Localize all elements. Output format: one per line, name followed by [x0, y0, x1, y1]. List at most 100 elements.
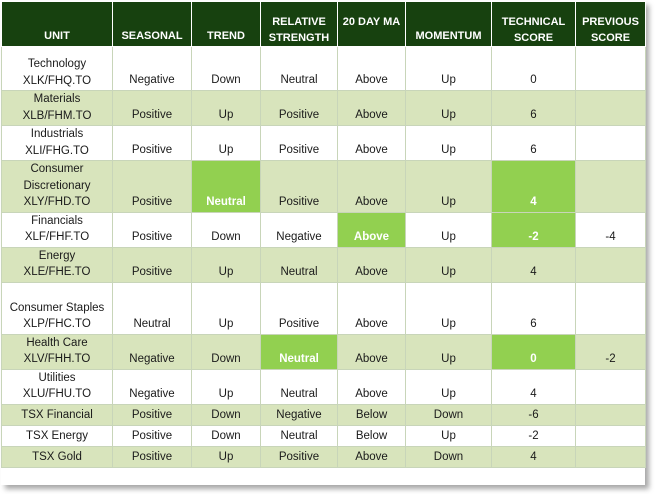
technical-score-cell: 6: [491, 125, 576, 161]
header-momentum: MOMENTUM: [405, 1, 492, 47]
table-row: Consumer Discretionary XLY/FHD.TO Positi…: [1, 160, 646, 213]
ma20-cell: Above: [337, 125, 406, 161]
relative-strength-cell: Positive: [260, 125, 338, 161]
trend-cell: Down: [191, 333, 261, 370]
technical-score-cell-highlighted: 0: [491, 333, 576, 370]
technical-score-cell-highlighted: -2: [491, 211, 576, 248]
table-row: Utilities XLU/FHU.TO Negative Up Neutral…: [1, 368, 646, 405]
unit-cell: Materials XLB/FHM.TO: [1, 90, 113, 126]
unit-ticker: XLU/FHU.TO: [22, 388, 92, 400]
seasonal-cell: Positive: [112, 211, 192, 248]
unit-name: Health Care: [26, 336, 88, 349]
unit-name: TSX Gold: [32, 451, 82, 463]
trend-cell: Up: [191, 445, 261, 468]
previous-score-cell: [575, 90, 646, 126]
relative-strength-cell: Positive: [260, 160, 338, 213]
ma20-cell: Above: [337, 90, 406, 126]
unit-cell: Consumer Staples XLP/FHC.TO: [1, 281, 113, 335]
technical-score-cell: 6: [491, 281, 576, 335]
unit-cell: TSX Gold: [1, 445, 113, 468]
ma20-cell: Above: [337, 368, 406, 405]
table-row: Financials XLF/FHF.TO Positive Down Nega…: [1, 211, 646, 248]
unit-ticker: XLY/FHD.TO: [23, 196, 91, 208]
ma20-cell: Above: [337, 445, 406, 468]
ma20-cell: Above: [337, 160, 406, 213]
relative-strength-cell: Negative: [260, 403, 338, 426]
previous-score-cell: [575, 445, 646, 468]
technical-score-cell: 4: [491, 246, 576, 283]
momentum-cell: Up: [405, 90, 492, 126]
technical-score-cell: 0: [491, 46, 576, 91]
momentum-cell: Down: [405, 403, 492, 426]
seasonal-cell: Negative: [112, 368, 192, 405]
unit-cell: Health Care XLV/FHH.TO: [1, 333, 113, 370]
trend-cell: Up: [191, 368, 261, 405]
technical-score-cell: 4: [491, 368, 576, 405]
momentum-cell: Up: [405, 46, 492, 91]
technical-score-cell: 6: [491, 90, 576, 126]
unit-ticker: XLP/FHC.TO: [23, 318, 91, 330]
table-row: Health Care XLV/FHH.TO Negative Down Neu…: [1, 333, 646, 370]
relative-strength-cell: Neutral: [260, 46, 338, 91]
seasonal-cell: Positive: [112, 246, 192, 283]
table-row: Energy XLE/FHE.TO Positive Up Neutral Ab…: [1, 246, 646, 283]
previous-score-cell: -2: [575, 333, 646, 370]
trend-cell: Down: [191, 424, 261, 447]
seasonal-cell: Positive: [112, 160, 192, 213]
header-20-day-ma: 20 DAY MA: [337, 1, 406, 47]
relative-strength-cell: Neutral: [260, 368, 338, 405]
unit-name: Utilities: [38, 371, 76, 384]
unit-cell: Consumer Discretionary XLY/FHD.TO: [1, 160, 113, 213]
ma20-cell: Below: [337, 424, 406, 447]
relative-strength-cell: Positive: [260, 90, 338, 126]
unit-cell: Financials XLF/FHF.TO: [1, 211, 113, 248]
ma20-cell: Above: [337, 333, 406, 370]
table-row: TSX Energy Positive Down Neutral Below U…: [1, 424, 646, 447]
technical-score-cell: -2: [491, 424, 576, 447]
table-row: TSX Financial Positive Down Negative Bel…: [1, 403, 646, 426]
header-previous-score: PREVIOUS SCORE: [575, 1, 646, 47]
momentum-cell: Up: [405, 368, 492, 405]
unit-name: Energy: [38, 249, 76, 262]
technical-score-table: UNIT SEASONAL TREND RELATIVE STRENGTH 20…: [1, 1, 646, 468]
relative-strength-cell: Neutral: [260, 424, 338, 447]
relative-strength-cell-highlighted: Neutral: [260, 333, 338, 370]
trend-cell: Up: [191, 281, 261, 335]
table-row: Industrials XLI/FHG.TO Positive Up Posit…: [1, 125, 646, 161]
previous-score-cell: [575, 246, 646, 283]
previous-score-cell: -4: [575, 211, 646, 248]
relative-strength-cell: Negative: [260, 211, 338, 248]
previous-score-cell: [575, 281, 646, 335]
momentum-cell: Up: [405, 281, 492, 335]
header-relative-strength: RELATIVE STRENGTH: [260, 1, 338, 47]
trend-cell: Down: [191, 46, 261, 91]
unit-name: Financials: [31, 214, 83, 227]
seasonal-cell: Negative: [112, 333, 192, 370]
seasonal-cell: Positive: [112, 90, 192, 126]
ma20-cell-highlighted: Above: [337, 211, 406, 248]
header-trend: TREND: [191, 1, 261, 47]
trend-cell: Down: [191, 403, 261, 426]
table-row: Materials XLB/FHM.TO Positive Up Positiv…: [1, 90, 646, 126]
unit-cell: Technology XLK/FHQ.TO: [1, 46, 113, 91]
unit-name: Technology: [27, 58, 87, 70]
table-row: TSX Gold Positive Up Positive Above Down…: [1, 445, 646, 468]
momentum-cell: Up: [405, 333, 492, 370]
previous-score-cell: [575, 403, 646, 426]
seasonal-cell: Positive: [112, 424, 192, 447]
ma20-cell: Above: [337, 281, 406, 335]
previous-score-cell: [575, 424, 646, 447]
unit-name: TSX Financial: [21, 409, 93, 421]
unit-cell: Industrials XLI/FHG.TO: [1, 125, 113, 161]
ma20-cell: Above: [337, 246, 406, 283]
trend-cell: Down: [191, 211, 261, 248]
technical-score-cell: -6: [491, 403, 576, 426]
unit-ticker: XLV/FHH.TO: [23, 353, 91, 365]
table-row: Technology XLK/FHQ.TO Negative Down Neut…: [1, 46, 646, 91]
momentum-cell: Up: [405, 424, 492, 447]
seasonal-cell: Negative: [112, 46, 192, 91]
header-row: UNIT SEASONAL TREND RELATIVE STRENGTH 20…: [1, 1, 646, 47]
unit-ticker: XLE/FHE.TO: [23, 266, 91, 278]
trend-cell: Up: [191, 246, 261, 283]
unit-ticker: XLB/FHM.TO: [22, 109, 92, 122]
